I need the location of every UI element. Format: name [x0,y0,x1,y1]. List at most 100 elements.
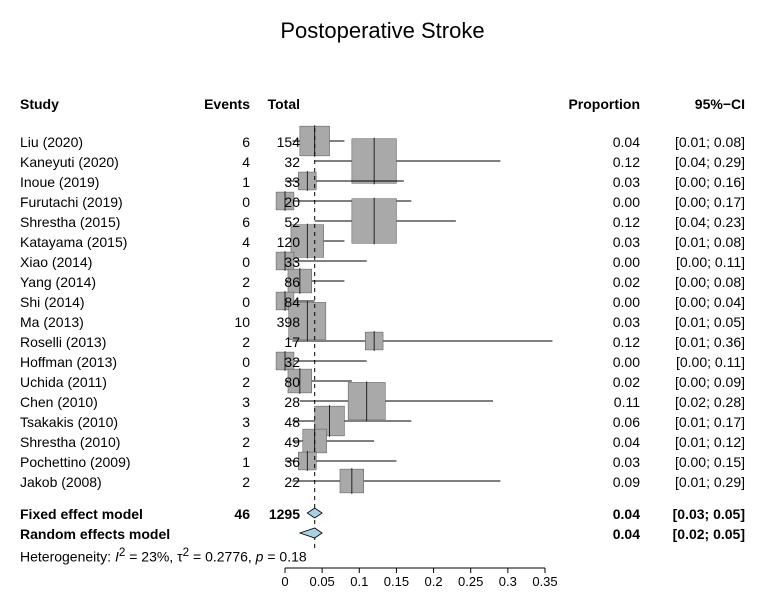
fixed-effect-diamond [307,508,322,518]
x-axis-tick-label: 0.25 [451,574,491,589]
total-value: 84 [284,294,300,310]
proportion-value: 0.11 [614,394,640,410]
events-value: 0 [242,294,250,310]
proportion-value: 0.03 [613,454,640,470]
study-name: Inoue (2019) [20,174,99,190]
study-name: Ma (2013) [20,314,84,330]
study-name: Shrestha (2010) [20,434,120,450]
model-label: Fixed effect model [20,506,143,522]
study-name: Furutachi (2019) [20,194,123,210]
proportion-value: 0.12 [613,334,640,350]
proportion-value: 0.00 [613,254,640,270]
ci-value: [0.01; 0.12] [675,434,745,450]
model-events: 46 [234,506,250,522]
x-axis-tick-label: 0.15 [376,574,416,589]
events-value: 0 [242,254,250,270]
ci-value: [0.01; 0.05] [675,314,745,330]
events-value: 2 [242,334,250,350]
study-name: Chen (2010) [20,394,98,410]
proportion-value: 0.06 [613,414,640,430]
x-axis-tick-label: 0.05 [302,574,342,589]
total-value: 20 [284,194,300,210]
events-value: 2 [242,474,250,490]
ci-value: [0.01; 0.17] [675,414,745,430]
model-proportion: 0.04 [613,506,640,522]
study-name: Hoffman (2013) [20,354,117,370]
events-value: 1 [242,174,250,190]
ci-value: [0.01; 0.08] [675,134,745,150]
events-value: 6 [242,214,250,230]
events-value: 0 [242,354,250,370]
study-name: Jakob (2008) [20,474,102,490]
proportion-value: 0.04 [613,434,640,450]
ci-value: [0.00; 0.11] [676,354,745,370]
forest-plot: Postoperative StrokeStudyEventsTotalProp… [0,0,765,604]
events-value: 3 [242,394,250,410]
total-value: 52 [284,214,300,230]
study-name: Pochettino (2009) [20,454,131,470]
x-axis-tick-label: 0.1 [339,574,379,589]
proportion-value: 0.04 [613,134,640,150]
total-value: 17 [284,334,300,350]
random-effects-diamond [300,528,322,538]
model-ci: [0.03; 0.05] [673,506,745,522]
proportion-value: 0.03 [613,174,640,190]
study-name: Roselli (2013) [20,334,106,350]
model-total: 1295 [269,506,300,522]
study-name: Shi (2014) [20,294,85,310]
study-name: Liu (2020) [20,134,83,150]
proportion-value: 0.02 [613,274,640,290]
ci-value: [0.04; 0.23] [675,214,745,230]
heterogeneity-text: Heterogeneity: I2 = 23%, τ2 = 0.2776, p … [20,546,307,565]
study-name: Uchida (2011) [20,374,107,390]
proportion-value: 0.12 [613,154,640,170]
total-value: 398 [277,314,300,330]
events-value: 1 [242,454,250,470]
proportion-value: 0.03 [613,314,640,330]
ci-value: [0.00; 0.15] [675,454,745,470]
total-value: 120 [277,234,300,250]
events-value: 6 [242,134,250,150]
proportion-value: 0.00 [613,194,640,210]
ci-value: [0.00; 0.08] [675,274,745,290]
proportion-value: 0.09 [613,474,640,490]
total-value: 28 [284,394,300,410]
model-proportion: 0.04 [613,526,640,542]
ci-value: [0.00; 0.04] [675,294,745,310]
total-value: 32 [284,354,300,370]
events-value: 4 [242,154,250,170]
events-value: 2 [242,274,250,290]
ci-value: [0.02; 0.28] [675,394,745,410]
total-value: 33 [284,254,300,270]
x-axis-tick-label: 0.2 [414,574,454,589]
study-name: Kaneyuti (2020) [20,154,119,170]
events-value: 3 [242,414,250,430]
ci-value: [0.00; 0.16] [675,174,745,190]
total-value: 22 [284,474,300,490]
ci-value: [0.00; 0.11] [676,254,745,270]
ci-value: [0.00; 0.17] [675,194,745,210]
events-value: 2 [242,374,250,390]
events-value: 4 [242,234,250,250]
total-value: 36 [284,454,300,470]
proportion-value: 0.12 [613,214,640,230]
proportion-value: 0.03 [613,234,640,250]
total-value: 154 [277,134,300,150]
study-name: Xiao (2014) [20,254,92,270]
events-value: 10 [234,314,250,330]
proportion-value: 0.00 [613,354,640,370]
ci-value: [0.01; 0.36] [675,334,745,350]
study-name: Shrestha (2015) [20,214,120,230]
total-value: 33 [284,174,300,190]
total-value: 48 [284,414,300,430]
events-value: 0 [242,194,250,210]
events-value: 2 [242,434,250,450]
x-axis-tick-label: 0.3 [488,574,528,589]
ci-value: [0.04; 0.29] [675,154,745,170]
total-value: 32 [284,154,300,170]
proportion-value: 0.00 [613,294,640,310]
ci-value: [0.01; 0.08] [675,234,745,250]
x-axis-tick-label: 0.35 [525,574,565,589]
ci-value: [0.00; 0.09] [675,374,745,390]
model-ci: [0.02; 0.05] [673,526,745,542]
